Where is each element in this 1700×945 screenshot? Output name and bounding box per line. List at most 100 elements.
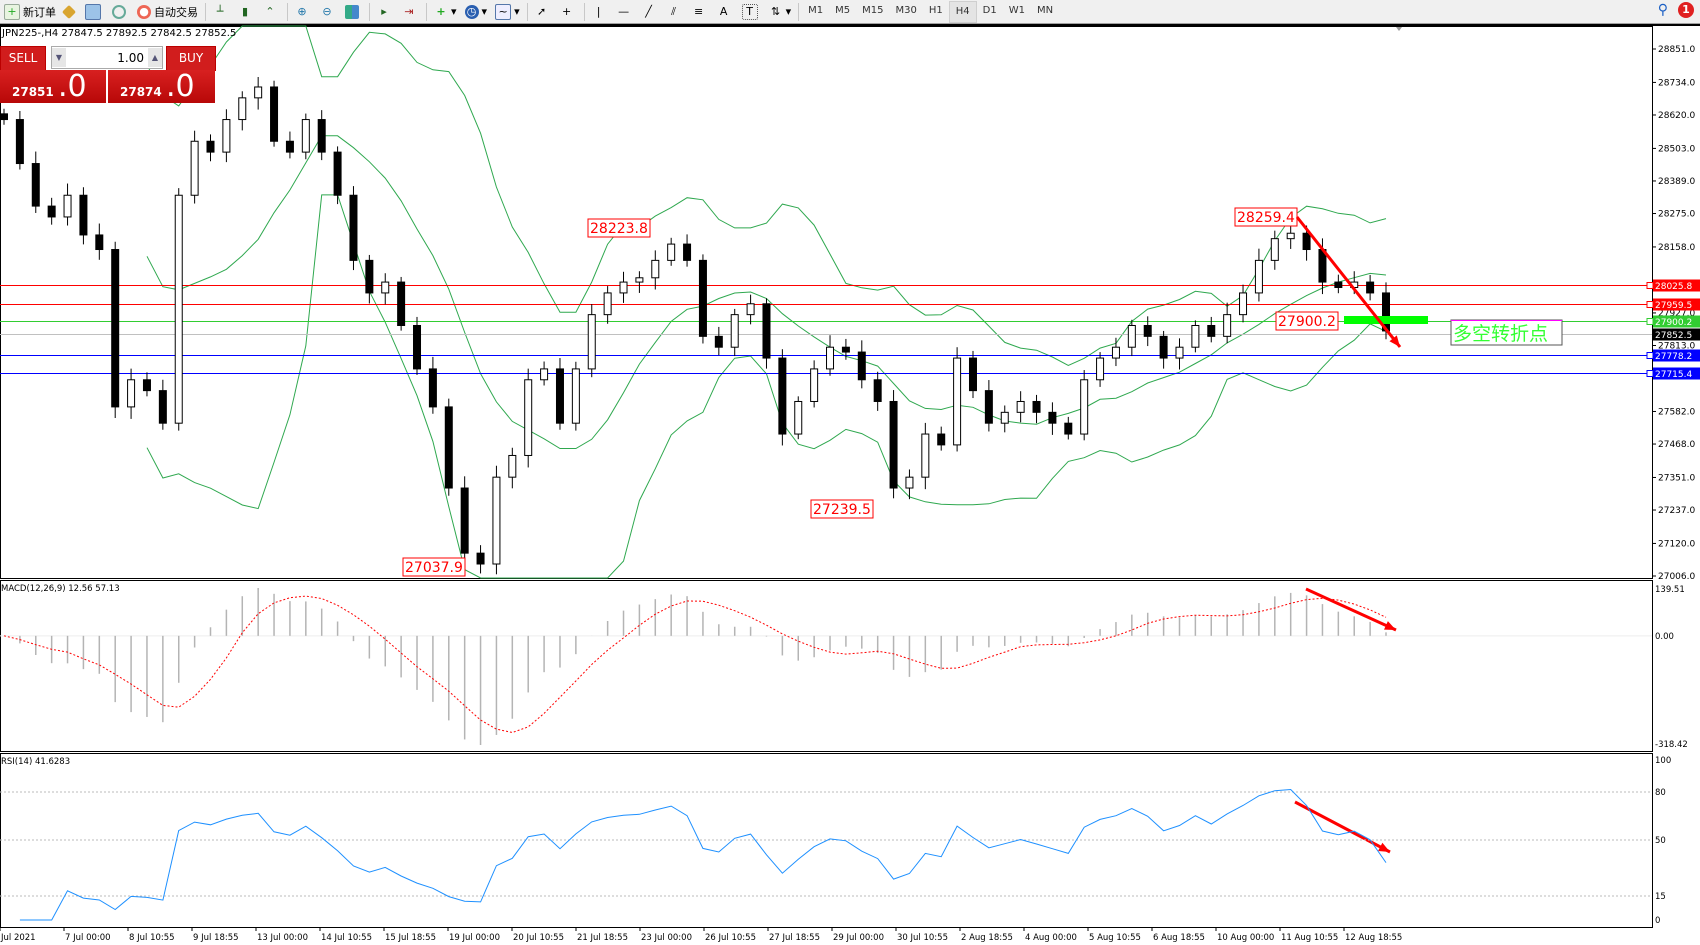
bear-candle [1064, 422, 1073, 435]
zoom-in-icon: ⊕ [297, 4, 307, 18]
bull-candle [381, 281, 390, 294]
equidistant-channel-button[interactable]: ⫽ [663, 2, 688, 22]
zoom-in-button[interactable]: ⊕ [291, 2, 316, 22]
time-tick-label: 21 Jul 18:55 [577, 933, 628, 943]
bar-chart-button[interactable]: ┴ [209, 2, 234, 22]
buy-button[interactable]: BUY [166, 46, 216, 71]
bull-candle [1000, 411, 1009, 424]
time-tick-label: 19 Jul 00:00 [449, 933, 500, 943]
new-order-button[interactable]: + 新订单 [0, 2, 60, 22]
text-label-button[interactable]: T [738, 2, 765, 22]
turning-point-bar [1344, 316, 1428, 324]
price-tick-label: 27120.0 [1658, 539, 1695, 549]
horizontal-line-button[interactable]: — [613, 2, 638, 22]
indicators-button[interactable]: + ▾ [430, 2, 461, 22]
bear-candle [79, 194, 88, 236]
autoscroll-button[interactable]: ▸ [373, 2, 398, 22]
zoom-out-icon: ⊖ [322, 4, 332, 18]
cursor-button[interactable]: ➚ [531, 2, 556, 22]
bear-candle [1302, 232, 1311, 251]
trendline-button[interactable]: ╱ [638, 2, 663, 22]
periods-button[interactable]: ◷ ▾ [461, 2, 492, 22]
navigator-icon [85, 3, 101, 20]
chart-symbol-info: JPN225-,H4 27847.5 27892.5 27842.5 27852… [2, 28, 237, 39]
timeframe-m1[interactable]: M1 [808, 4, 824, 16]
timeframe-bar: M1 M5 M15 M30 H1 H4 D1 W1 MN [802, 0, 1059, 23]
new-order-icon: + [4, 3, 20, 20]
timeframe-h4[interactable]: H4 [948, 0, 977, 23]
price-tick-label: 28158.0 [1658, 243, 1695, 253]
templates-button[interactable]: ~ ▾ [491, 2, 524, 22]
notifications-icon[interactable]: 1 [1678, 2, 1694, 18]
bollinger-upper [146, 25, 1387, 366]
vertical-line-button[interactable]: | [588, 2, 613, 22]
bear-candle [31, 163, 40, 207]
bear-candle [111, 249, 120, 408]
timeframe-w1[interactable]: W1 [1008, 4, 1025, 16]
bull-candle [174, 194, 183, 424]
bear-candle [317, 119, 326, 153]
tile-windows-button[interactable] [341, 2, 366, 22]
timeframe-m15[interactable]: M15 [862, 4, 884, 16]
bear-candle [714, 335, 723, 348]
timeframe-mn[interactable]: MN [1036, 4, 1054, 16]
bear-candle [460, 487, 469, 554]
rsi-level-label: 100 [1655, 756, 1671, 766]
line-chart-button[interactable]: ⌃ [259, 2, 284, 22]
auto-trading-button[interactable]: ● 自动交易 [133, 2, 202, 22]
price-line-label-bg [1653, 298, 1700, 311]
bull-candle [730, 314, 739, 348]
autoscroll-icon: ▸ [381, 4, 387, 18]
time-tick-label: 10 Aug 00:00 [1217, 933, 1274, 943]
bull-candle [1016, 400, 1025, 413]
zoom-out-button[interactable]: ⊖ [316, 2, 341, 22]
sell-button[interactable]: SELL [0, 46, 46, 71]
chart-shift-icon: ⇥ [404, 4, 414, 18]
line-chart-icon: ⌃ [265, 4, 275, 18]
time-tick-label: Jul 2021 [0, 933, 36, 943]
bear-candle [984, 390, 993, 424]
bull-candle [603, 292, 612, 316]
crosshair-button[interactable]: + [556, 2, 581, 22]
lot-increase-icon[interactable]: ▲ [148, 48, 162, 67]
rsi-down-arrow [1294, 800, 1391, 854]
price-line-label: 27900.2 [1655, 318, 1692, 328]
arrows-button[interactable]: ⇅ ▾ [765, 2, 796, 22]
timeframe-h1[interactable]: H1 [928, 4, 943, 16]
trendline-icon: ╱ [645, 4, 652, 18]
vertical-line-icon: | [596, 4, 601, 18]
lot-size-input[interactable]: ▼ 1.00 ▲ [51, 46, 163, 69]
auto-trading-icon: ● [137, 4, 151, 19]
bear-candle [937, 433, 946, 446]
search-icon[interactable]: ⚲ [1657, 2, 1668, 18]
line-handle [1646, 301, 1654, 308]
candlestick-button[interactable]: ▮ [234, 2, 259, 22]
bull-candle [1254, 259, 1263, 294]
bear-candle [1207, 324, 1216, 337]
bear-candle [857, 351, 866, 381]
price-line-label: 28025.8 [1655, 282, 1692, 292]
navigator-button[interactable] [81, 2, 108, 22]
lot-decrease-icon[interactable]: ▼ [52, 48, 66, 67]
bull-candle [587, 314, 596, 370]
line-handle [1646, 318, 1654, 325]
timeframe-m30[interactable]: M30 [895, 4, 917, 16]
bull-candle [635, 277, 644, 283]
bear-candle [889, 400, 898, 489]
macd-max-label: 139.51 [1655, 585, 1685, 595]
timeframe-m5[interactable]: M5 [835, 4, 851, 16]
price-tick-label: 27582.0 [1658, 407, 1695, 417]
signals-button[interactable] [108, 2, 133, 22]
bull-candle [190, 140, 199, 196]
timeframe-d1[interactable]: D1 [982, 4, 997, 16]
chart-shift-button[interactable]: ⇥ [398, 2, 423, 22]
price-tick-label: 27351.0 [1658, 473, 1695, 483]
text-button[interactable]: A [713, 2, 738, 22]
new-order-label: 新订单 [23, 5, 56, 19]
sell-price-button[interactable]: 27851 .0 [0, 70, 106, 103]
lot-value[interactable]: 1.00 [117, 50, 144, 65]
fibonacci-button[interactable]: ≡ [688, 2, 713, 22]
bear-candle [873, 379, 882, 402]
buy-price-button[interactable]: 27874 .0 [108, 70, 215, 103]
